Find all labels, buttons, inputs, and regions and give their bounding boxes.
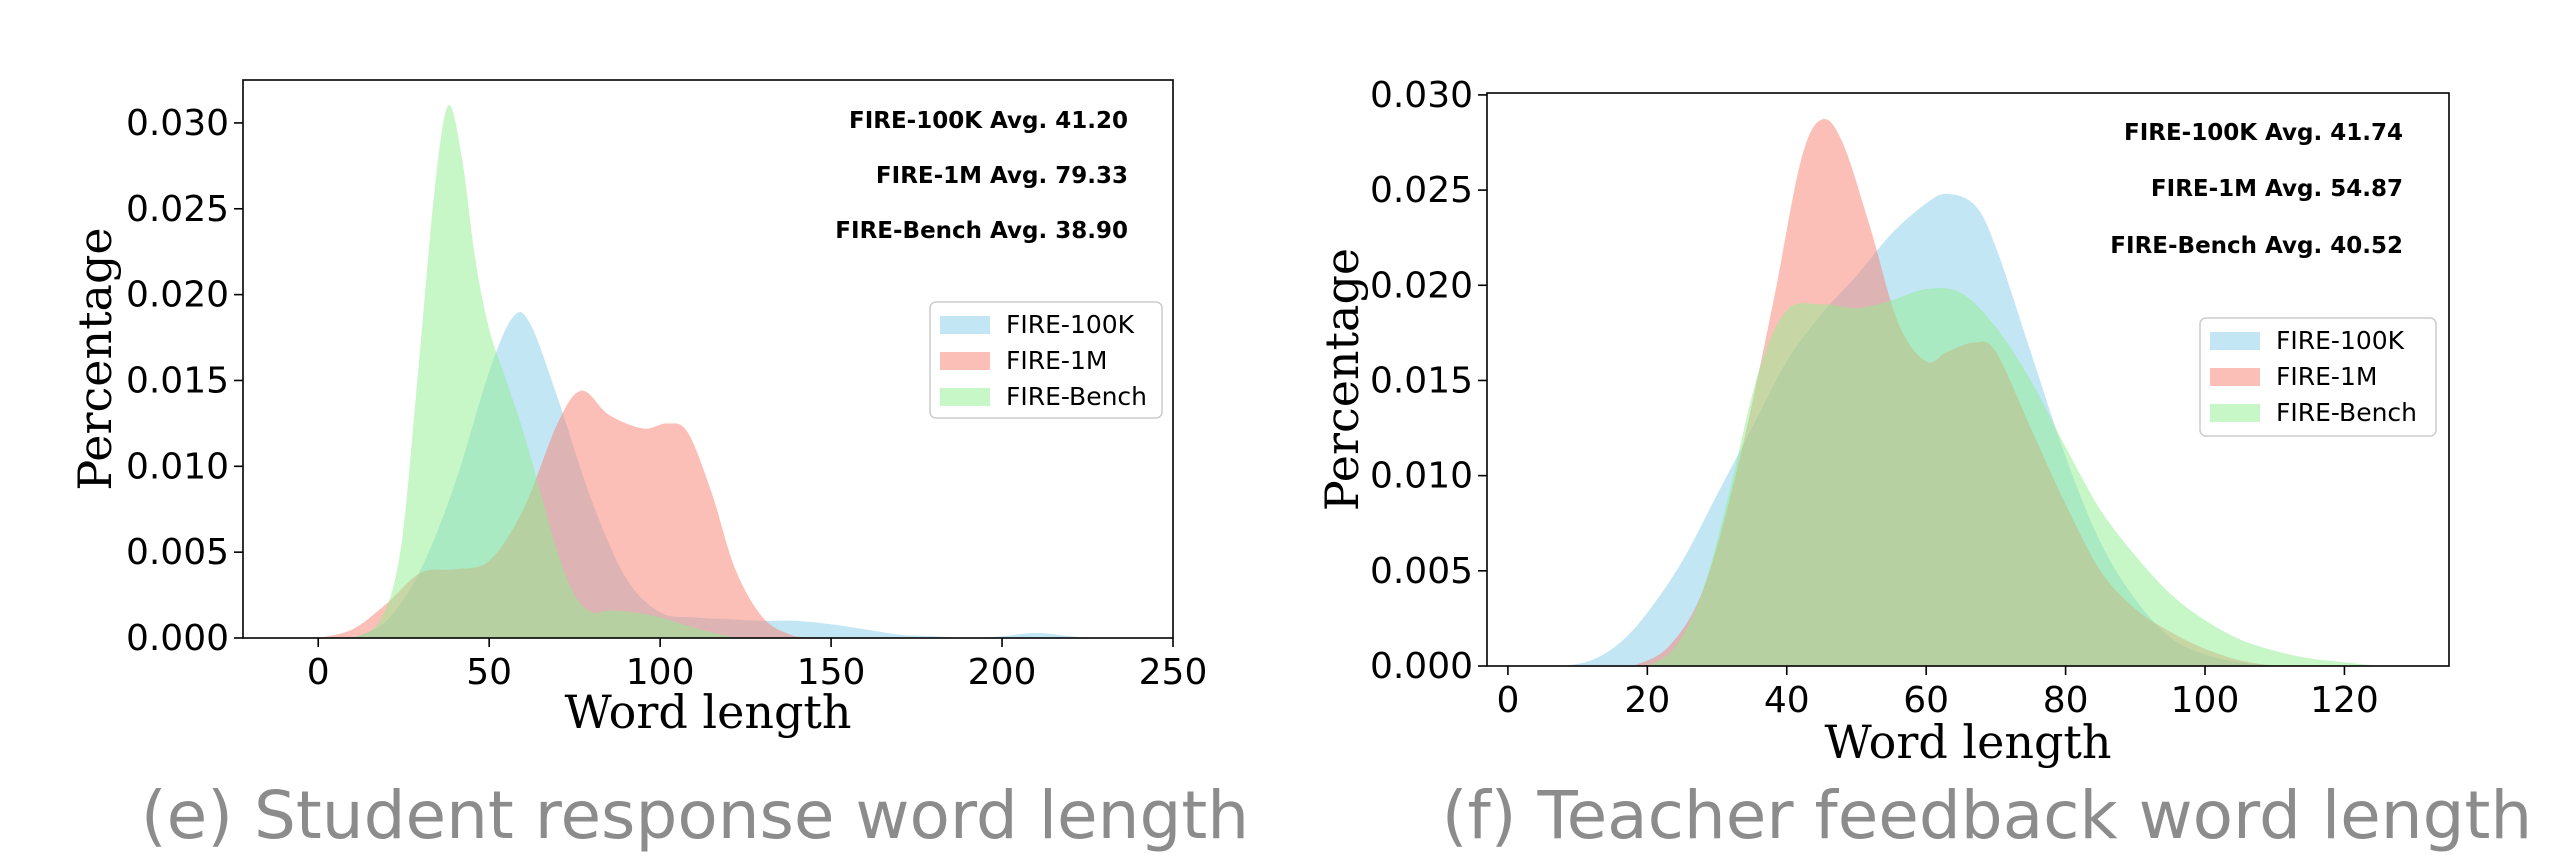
legend-entry: FIRE-100K <box>1006 310 1135 339</box>
legend-swatch <box>2210 404 2260 422</box>
legend: FIRE-100K FIRE-1M FIRE-Bench <box>929 301 1163 419</box>
x-tick-label: 150 <box>797 652 866 693</box>
plot-frame <box>242 79 1174 639</box>
density-area-fire-bench <box>352 105 746 638</box>
x-tick-label: 120 <box>2310 680 2379 721</box>
y-tick-label: 0.010 <box>126 446 229 487</box>
y-tick-label: 0.015 <box>126 360 229 401</box>
y-tick-label: 0.015 <box>1370 360 1473 401</box>
average-annotation: FIRE-100K Avg. 41.20 <box>849 108 1128 134</box>
average-annotation: FIRE-Bench Avg. 40.52 <box>2110 233 2403 259</box>
y-tick-label: 0.025 <box>1370 170 1473 211</box>
legend-entry: FIRE-1M <box>2276 362 2377 391</box>
figure-caption: (f) Teacher feedback word length <box>1442 777 2532 854</box>
average-annotation: FIRE-100K Avg. 41.74 <box>2124 120 2403 146</box>
y-tick-label: 0.010 <box>1370 456 1473 497</box>
x-tick-label: 50 <box>466 652 512 693</box>
legend-entry: FIRE-100K <box>2276 326 2405 355</box>
y-tick-label: 0.000 <box>1370 646 1473 687</box>
legend-entry: FIRE-Bench <box>2276 398 2417 427</box>
y-tick-label: 0.005 <box>126 532 229 573</box>
y-axis-label: Percentage <box>1315 248 1369 511</box>
x-tick-label: 100 <box>2171 680 2240 721</box>
plot-frame <box>1486 92 2450 667</box>
y-tick-label: 0.000 <box>126 618 229 659</box>
average-annotation: FIRE-1M Avg. 54.87 <box>2151 176 2403 202</box>
y-tick-label: 0.030 <box>126 103 229 144</box>
legend-swatch <box>940 316 990 334</box>
y-tick-label: 0.025 <box>126 189 229 230</box>
x-tick-label: 200 <box>968 652 1037 693</box>
y-axis-label: Percentage <box>68 227 122 490</box>
x-tick-label: 80 <box>2043 680 2089 721</box>
legend-entry: FIRE-Bench <box>1006 382 1147 411</box>
y-tick-label: 0.020 <box>126 275 229 316</box>
y-tick-label: 0.020 <box>1370 265 1473 306</box>
chart-panel-f: 0 20 40 60 80 100 120 0.000 0.005 0.010 0.015 0.020… <box>1315 75 2532 854</box>
average-annotation: FIRE-1M Avg. 79.33 <box>876 163 1128 189</box>
legend-swatch <box>940 388 990 406</box>
average-annotation: FIRE-Bench Avg. 38.90 <box>835 218 1128 244</box>
x-axis-label: Word length <box>564 685 851 739</box>
x-tick-label: 60 <box>1903 680 1949 721</box>
legend: FIRE-100K FIRE-1M FIRE-Bench <box>2199 317 2437 437</box>
y-tick-label: 0.005 <box>1370 551 1473 592</box>
legend-swatch <box>940 352 990 370</box>
x-tick-label: 20 <box>1624 680 1670 721</box>
x-tick-label: 100 <box>626 652 695 693</box>
x-axis-label: Word length <box>1824 715 2111 769</box>
figure-caption: (e) Student response word length <box>141 777 1249 854</box>
legend-swatch <box>2210 332 2260 350</box>
density-area-fire-bench <box>1647 288 2380 666</box>
legend-swatch <box>2210 368 2260 386</box>
x-tick-label: 250 <box>1139 652 1208 693</box>
chart-panel-e: 0 50 100 150 200 250 0.000 0.005 0.010 0.015 0.020… <box>68 79 1249 854</box>
x-tick-label: 0 <box>1496 680 1519 721</box>
x-tick-label: 0 <box>307 652 330 693</box>
x-tick-label: 40 <box>1764 680 1810 721</box>
y-tick-label: 0.030 <box>1370 75 1473 116</box>
legend-entry: FIRE-1M <box>1006 346 1107 375</box>
